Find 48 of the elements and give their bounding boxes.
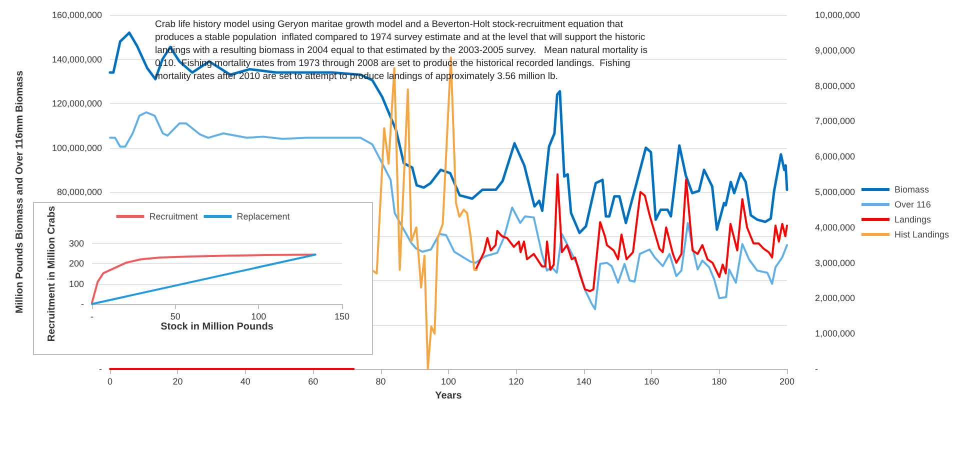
y-tick-label: 120,000,000: [52, 98, 102, 108]
x-tick-label: 50: [170, 312, 180, 322]
y2-tick-label: 9,000,000: [815, 45, 856, 56]
y2-tick-label: 1,000,000: [815, 328, 856, 339]
y-tick-label: 100: [68, 278, 84, 289]
line-series: [108, 31, 788, 234]
x-tick-label: 160: [644, 376, 660, 386]
y2-tick-label: 6,000,000: [815, 152, 856, 162]
line-series: [109, 111, 788, 310]
x-tick-label: 180: [712, 376, 727, 386]
x-axis-title: Stock in Million Pounds: [160, 321, 274, 332]
x-tick-label: -: [90, 312, 94, 322]
y2-tick-label: 2,000,000: [815, 293, 856, 304]
y-tick-label: -: [81, 299, 84, 309]
y2-tick-label: 10,000,000: [815, 10, 860, 20]
x-tick-label: 140: [576, 376, 592, 386]
legend-label: Replacement: [236, 212, 290, 222]
legend-label: Hist Landings: [894, 230, 950, 240]
y2-tick-label: 8,000,000: [815, 80, 856, 91]
x-tick-label: 100: [251, 312, 266, 322]
y-axis-title: Million Pounds Biomass and Over 116mm Biomass: [14, 70, 26, 314]
y2-tick-label: 4,000,000: [815, 222, 856, 232]
legend-label: Landings: [894, 214, 932, 224]
y-tick-label: -: [99, 364, 102, 374]
x-tick-label: 20: [172, 376, 183, 386]
y-axis-title: Recruitment in Million Crabs: [46, 206, 58, 342]
y-tick-label: 160,000,000: [52, 10, 102, 20]
x-tick-label: 200: [779, 376, 795, 386]
y2-tick-label: 7,000,000: [815, 116, 856, 126]
x-axis-title: Years: [435, 390, 462, 402]
legend-label: Recruitment: [149, 212, 198, 222]
legend-label: Over 116: [894, 200, 931, 210]
y2-tick-label: -: [815, 364, 818, 374]
x-tick-label: 150: [334, 312, 350, 322]
x-tick-label: 60: [308, 376, 318, 386]
x-tick-label: 80: [376, 376, 386, 386]
y-tick-label: 300: [68, 238, 84, 249]
y-tick-label: 80,000,000: [56, 187, 102, 197]
x-tick-label: 40: [240, 376, 250, 386]
x-tick-label: 100: [440, 376, 456, 386]
y-tick-label: 200: [68, 258, 84, 269]
y2-tick-label: 3,000,000: [815, 258, 856, 268]
x-tick-label: 120: [508, 376, 524, 386]
x-tick-label: 0: [107, 376, 113, 386]
y-tick-label: 100,000,000: [52, 142, 102, 153]
y2-tick-label: 5,000,000: [815, 187, 856, 197]
legend-label: Biomass: [894, 184, 930, 194]
y-tick-label: 140,000,000: [52, 54, 102, 64]
